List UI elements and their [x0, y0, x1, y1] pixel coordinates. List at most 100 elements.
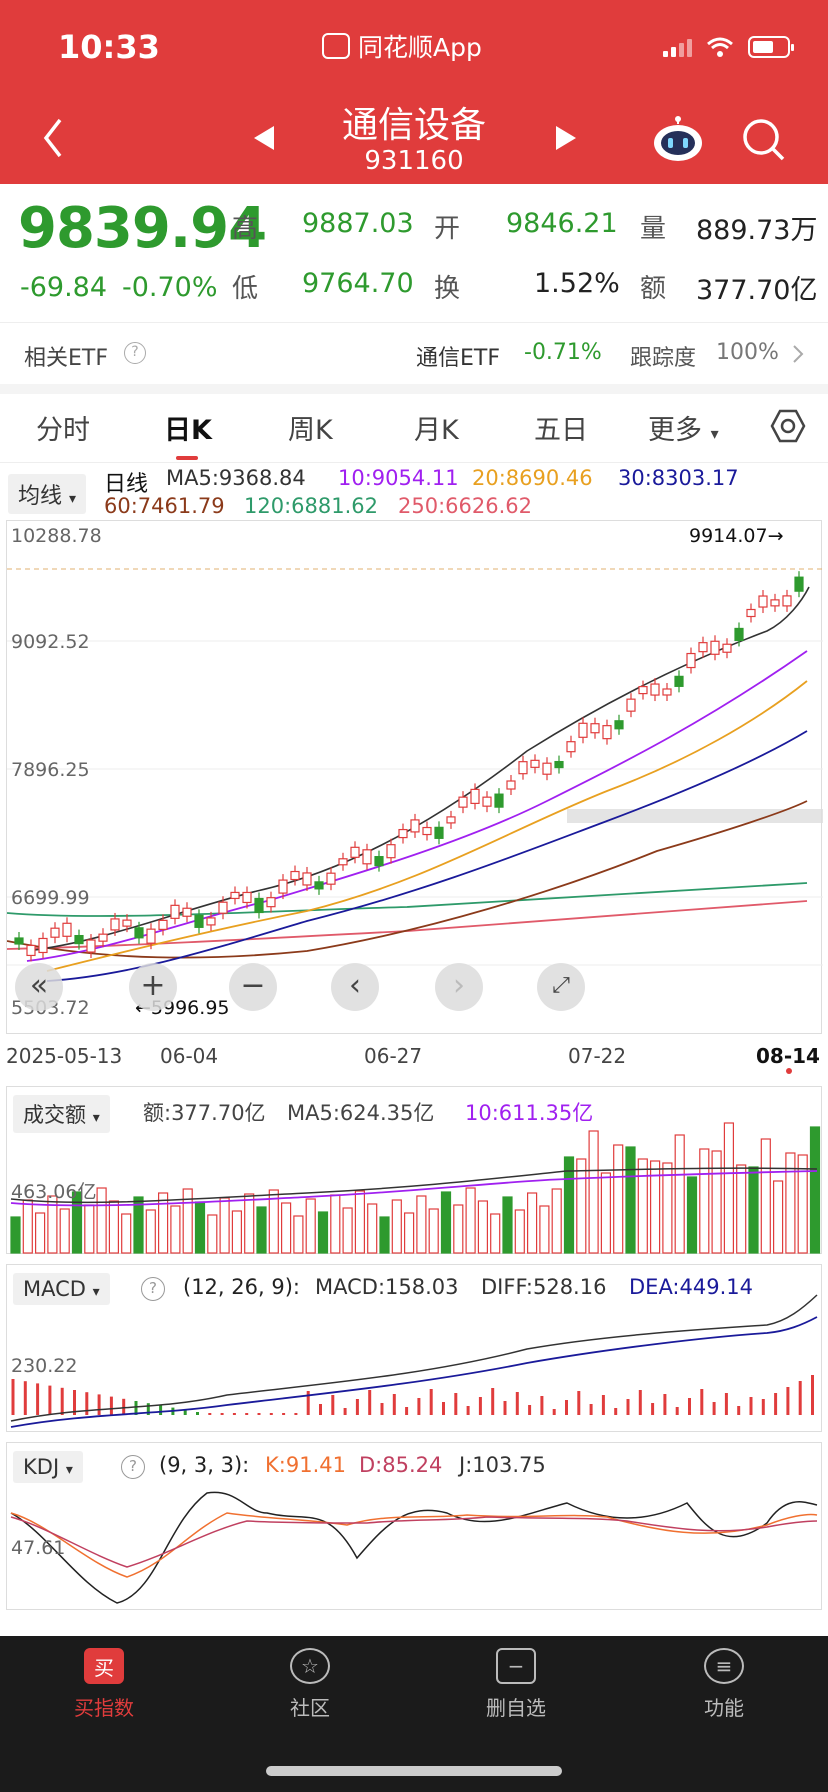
- volume-bar: [723, 1122, 735, 1254]
- y-axis-label: 9092.52: [11, 631, 90, 653]
- k-line: [10, 1512, 818, 1578]
- volume-bar: [391, 1199, 402, 1254]
- tab-weekly-k[interactable]: 周K: [288, 415, 333, 446]
- candle-body: [746, 608, 756, 618]
- volume-bar: [121, 1213, 132, 1254]
- tab-monthly-k[interactable]: 月K: [414, 415, 459, 446]
- nav-community[interactable]: ☆ 社区: [250, 1648, 370, 1721]
- candle-body: [386, 844, 396, 859]
- open-label: 开: [434, 214, 461, 244]
- candle-body: [206, 917, 216, 926]
- etf-name[interactable]: 通信ETF: [416, 346, 500, 371]
- candle-body: [254, 897, 264, 914]
- open-value: 9846.21: [506, 208, 618, 239]
- candle-body: [734, 627, 744, 642]
- volume-bar: [10, 1216, 21, 1254]
- zoom-out-button[interactable]: −: [229, 963, 277, 1011]
- tab-more[interactable]: 更多 ▾: [648, 408, 719, 447]
- nav-buy-index[interactable]: 买 买指数: [44, 1648, 164, 1721]
- x-axis-label: 06-04: [160, 1044, 219, 1068]
- kdj-params: (9, 3, 3):: [159, 1453, 250, 1477]
- volume-selector[interactable]: 成交额 ▾: [13, 1095, 110, 1133]
- zoom-out-all-button[interactable]: «: [15, 963, 63, 1011]
- ma-selector[interactable]: 均线 ▾: [8, 474, 87, 514]
- current-date-dot: [786, 1068, 792, 1074]
- candle-body: [518, 761, 528, 775]
- volume-bar: [84, 1204, 95, 1254]
- volume-panel[interactable]: 成交额 ▾ 额:377.70亿 MA5:624.35亿 10:611.35亿 4…: [6, 1086, 822, 1254]
- volume-bar: [797, 1154, 808, 1254]
- help-icon[interactable]: ?: [121, 1455, 145, 1479]
- y-axis-label: 10288.78: [11, 525, 102, 547]
- scroll-right-button[interactable]: ›: [435, 963, 483, 1011]
- macd-panel[interactable]: MACD ▾ ? (12, 26, 9): MACD:158.03 DIFF:5…: [6, 1264, 822, 1432]
- vol-ma5-line: [10, 1167, 818, 1204]
- ma60-line: [7, 800, 808, 959]
- macd-selector-label: MACD: [23, 1277, 86, 1301]
- price-change: -69.84: [20, 272, 108, 303]
- macd-selector[interactable]: MACD ▾: [13, 1273, 110, 1305]
- volume-bar: [526, 1192, 538, 1254]
- candle-body: [626, 698, 636, 712]
- fullscreen-button[interactable]: ⤢: [537, 963, 585, 1011]
- help-icon[interactable]: ?: [141, 1277, 165, 1301]
- nav-remove-watchlist[interactable]: − 删自选: [456, 1648, 576, 1721]
- volume-bar: [711, 1150, 722, 1254]
- volume-value: 889.73万: [696, 215, 818, 246]
- tab-active-indicator: [176, 456, 198, 460]
- back-icon[interactable]: [40, 116, 64, 160]
- caret-down-icon: ▾: [69, 491, 77, 507]
- related-etf-label[interactable]: 相关ETF: [24, 346, 108, 371]
- kdj-selector[interactable]: KDJ ▾: [13, 1451, 83, 1483]
- candle-body: [722, 643, 732, 653]
- candle-body: [266, 897, 276, 908]
- wifi-icon: [707, 37, 733, 57]
- volume-label: 量: [640, 214, 667, 244]
- volume-bar: [625, 1146, 636, 1254]
- candle-body: [782, 595, 792, 607]
- volume-bar: [465, 1187, 476, 1254]
- volume-bar: [379, 1216, 390, 1254]
- candle-body: [242, 891, 252, 904]
- community-icon: ☆: [290, 1648, 330, 1684]
- volume-bars: [10, 1122, 821, 1254]
- candle-body: [542, 762, 552, 775]
- robot-assistant-icon[interactable]: [652, 116, 704, 164]
- d-line: [10, 1516, 818, 1568]
- candlestick-series: [14, 571, 804, 962]
- macd-value: MACD:158.03: [315, 1275, 459, 1299]
- app-indicator[interactable]: 同花顺App: [322, 28, 482, 64]
- candle-body: [326, 872, 336, 885]
- chevron-right-icon[interactable]: [792, 344, 804, 364]
- next-stock-icon[interactable]: [554, 124, 578, 152]
- candle-body: [362, 849, 372, 865]
- search-icon[interactable]: [742, 118, 786, 162]
- tab-daily-k[interactable]: 日K: [164, 415, 212, 446]
- kline-chart[interactable]: 10288.78 9092.52 7896.25 6699.99 5503.72…: [6, 520, 823, 1035]
- tab-five-day[interactable]: 五日: [534, 415, 588, 446]
- kline-svg[interactable]: [7, 521, 823, 1035]
- scroll-left-button[interactable]: ‹: [331, 963, 379, 1011]
- candle-body: [650, 683, 660, 696]
- caret-down-icon: ▾: [65, 1462, 73, 1478]
- candle-body: [110, 918, 120, 931]
- tab-intraday[interactable]: 分时: [36, 415, 90, 446]
- nav-functions[interactable]: ≡ 功能: [664, 1648, 784, 1721]
- volume-bar: [367, 1203, 378, 1254]
- volume-bar: [219, 1197, 230, 1254]
- diff-value: DIFF:528.16: [481, 1275, 607, 1299]
- kdj-panel[interactable]: KDJ ▾ ? (9, 3, 3): K:91.41 D:85.24 J:103…: [6, 1442, 822, 1610]
- settings-hex-icon[interactable]: [770, 408, 806, 444]
- amount-label: 额: [640, 274, 667, 304]
- help-icon[interactable]: ?: [124, 342, 146, 364]
- candle-body: [134, 927, 144, 939]
- candle-body: [86, 939, 96, 953]
- volume-bar: [772, 1180, 784, 1254]
- ma120-line: [7, 882, 808, 917]
- zoom-in-button[interactable]: +: [129, 963, 177, 1011]
- candle-body: [374, 856, 384, 867]
- macd-y-label: 230.22: [11, 1355, 78, 1377]
- prev-stock-icon[interactable]: [252, 124, 276, 152]
- volume-bar: [649, 1160, 661, 1254]
- candle-body: [278, 879, 288, 894]
